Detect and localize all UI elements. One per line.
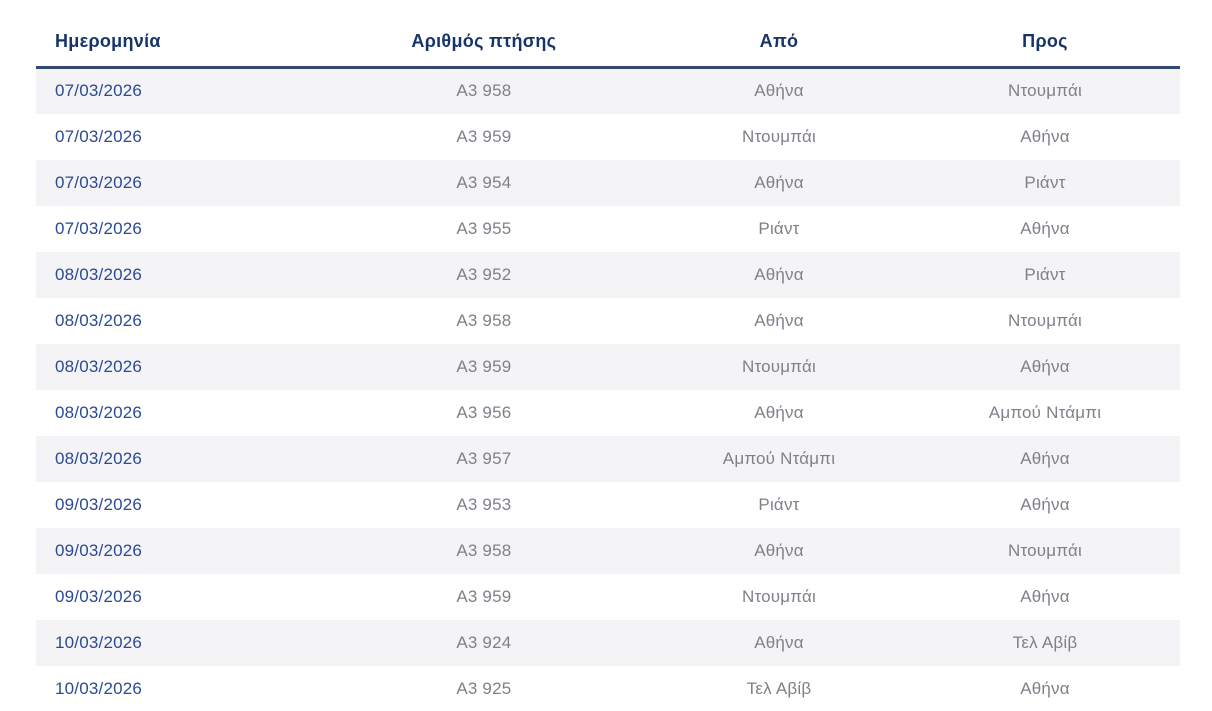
date-cell: 09/03/2026	[55, 540, 143, 560]
to-cell: Ντουμπάι	[1007, 540, 1082, 560]
flight-number-cell: A3 953	[456, 494, 512, 514]
from-cell: Ντουμπάι	[742, 356, 816, 376]
from-cell: Αθήνα	[754, 310, 804, 330]
table-header-row: Ημερομηνία Αριθμός πτήσης Από Προς	[36, 0, 1180, 69]
from-cell: Ριάντ	[758, 218, 800, 238]
column-header-from: Από	[648, 0, 910, 69]
date-cell: 08/03/2026	[55, 356, 143, 376]
flight-number-cell: A3 958	[456, 310, 512, 330]
flight-number-cell: A3 957	[456, 448, 512, 468]
table-row: 08/03/2026 A3 956 Αθήνα Αμπού Ντάμπι	[36, 389, 1180, 436]
from-cell: Αθήνα	[754, 402, 804, 422]
table-row: 10/03/2026 A3 925 Τελ Αβίβ Αθήνα	[36, 665, 1180, 711]
column-header-date: Ημερομηνία	[36, 0, 320, 69]
date-cell: 09/03/2026	[55, 494, 143, 514]
flight-number-cell: A3 959	[456, 356, 512, 376]
from-cell: Αθήνα	[754, 540, 804, 560]
date-cell: 08/03/2026	[55, 402, 143, 422]
table-row: 09/03/2026 A3 959 Ντουμπάι Αθήνα	[36, 573, 1180, 620]
table-header: Ημερομηνία Αριθμός πτήσης Από Προς	[36, 0, 1180, 69]
table-row: 09/03/2026 A3 958 Αθήνα Ντουμπάι	[36, 527, 1180, 574]
from-cell: Ντουμπάι	[742, 126, 816, 146]
date-cell: 08/03/2026	[55, 264, 143, 284]
from-cell: Αθήνα	[754, 632, 804, 652]
from-cell: Αθήνα	[754, 172, 804, 192]
table-row: 08/03/2026 A3 957 Αμπού Ντάμπι Αθήνα	[36, 435, 1180, 482]
to-cell: Ντουμπάι	[1007, 310, 1082, 330]
from-cell: Ντουμπάι	[742, 586, 816, 606]
to-cell: Αθήνα	[1020, 494, 1070, 514]
date-cell: 08/03/2026	[55, 310, 143, 330]
flight-number-cell: A3 924	[456, 632, 512, 652]
date-cell: 07/03/2026	[55, 126, 143, 146]
table-row: 10/03/2026 A3 924 Αθήνα Τελ Αβίβ	[36, 619, 1180, 666]
table-row: 09/03/2026 A3 953 Ριάντ Αθήνα	[36, 481, 1180, 528]
flight-number-cell: A3 925	[456, 678, 512, 698]
date-cell: 08/03/2026	[55, 448, 143, 468]
to-cell: Αθήνα	[1020, 448, 1070, 468]
table-row: 08/03/2026 A3 952 Αθήνα Ριάντ	[36, 251, 1180, 298]
table-row: 07/03/2026 A3 955 Ριάντ Αθήνα	[36, 205, 1180, 252]
table-row: 08/03/2026 A3 959 Ντουμπάι Αθήνα	[36, 343, 1180, 390]
to-cell: Αθήνα	[1020, 126, 1070, 146]
from-cell: Τελ Αβίβ	[746, 678, 812, 698]
to-cell: Αθήνα	[1020, 586, 1070, 606]
flight-number-cell: A3 955	[456, 218, 512, 238]
to-cell: Τελ Αβίβ	[1012, 632, 1078, 652]
flight-number-cell: A3 959	[456, 586, 512, 606]
flight-schedule-table: Ημερομηνία Αριθμός πτήσης Από Προς 07/03/20…	[36, 0, 1180, 711]
flight-number-cell: A3 958	[456, 540, 512, 560]
flight-number-cell: A3 952	[456, 264, 512, 284]
date-cell: 10/03/2026	[55, 678, 143, 698]
to-cell: Ντουμπάι	[1007, 81, 1082, 101]
to-cell: Αθήνα	[1020, 678, 1070, 698]
to-cell: Αμπού Ντάμπι	[988, 402, 1102, 422]
date-cell: 09/03/2026	[55, 586, 143, 606]
date-cell: 07/03/2026	[55, 81, 143, 101]
from-cell: Ριάντ	[758, 494, 800, 514]
table-body: 07/03/2026 A3 958 Αθήνα Ντουμπάι 07/03/2026 A…	[36, 67, 1180, 711]
to-cell: Ριάντ	[1024, 172, 1066, 192]
flight-number-cell: A3 956	[456, 402, 512, 422]
table-row: 07/03/2026 A3 954 Αθήνα Ριάντ	[36, 159, 1180, 206]
table-row: 07/03/2026 A3 959 Ντουμπάι Αθήνα	[36, 113, 1180, 160]
column-header-to: Προς	[909, 0, 1180, 69]
from-cell: Αμπού Ντάμπι	[722, 448, 836, 468]
table-row: 08/03/2026 A3 958 Αθήνα Ντουμπάι	[36, 297, 1180, 344]
flight-number-cell: A3 954	[456, 172, 512, 192]
column-header-flight-number: Αριθμός πτήσης	[319, 0, 649, 69]
flight-number-cell: A3 958	[456, 81, 512, 101]
to-cell: Αθήνα	[1020, 218, 1070, 238]
to-cell: Αθήνα	[1020, 356, 1070, 376]
table-row: 07/03/2026 A3 958 Αθήνα Ντουμπάι	[36, 67, 1180, 114]
date-cell: 07/03/2026	[55, 172, 143, 192]
to-cell: Ριάντ	[1024, 264, 1066, 284]
from-cell: Αθήνα	[754, 81, 804, 101]
date-cell: 10/03/2026	[55, 632, 143, 652]
flight-number-cell: A3 959	[456, 126, 512, 146]
from-cell: Αθήνα	[754, 264, 804, 284]
date-cell: 07/03/2026	[55, 218, 143, 238]
